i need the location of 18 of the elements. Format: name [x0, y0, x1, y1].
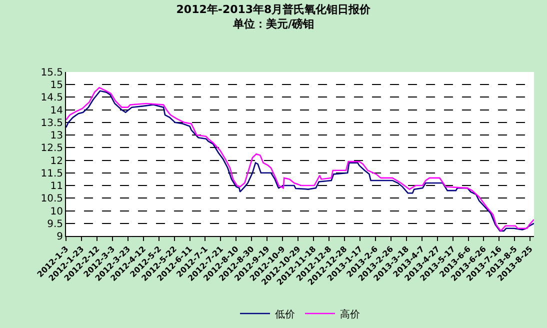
chart-title: 2012年-2013年8月普氏氧化钼日报价 — [176, 3, 372, 16]
y-tick-label: 12.5 — [40, 143, 63, 154]
y-tick-label: 14.5 — [40, 92, 63, 104]
y-tick-label: 15.5 — [40, 68, 63, 78]
y-tick-label: 11.5 — [40, 168, 63, 180]
y-tick-label: 11 — [50, 181, 63, 192]
y-tick-label: 14 — [50, 105, 63, 116]
y-tick-label: 9 — [56, 231, 63, 242]
y-tick-label: 10.5 — [40, 194, 63, 205]
y-tick-label: 15 — [50, 80, 63, 92]
y-tick-label: 12 — [50, 156, 63, 167]
legend-label: 低价 — [275, 308, 295, 320]
y-tick-label: 13.5 — [40, 118, 63, 129]
legend-label: 高价 — [340, 308, 360, 320]
chart-subtitle: 单位：美元/磅钼 — [232, 17, 314, 30]
y-tick-label: 9.5 — [47, 218, 63, 230]
y-tick-label: 13 — [50, 130, 63, 142]
y-tick-label: 10 — [50, 206, 63, 218]
